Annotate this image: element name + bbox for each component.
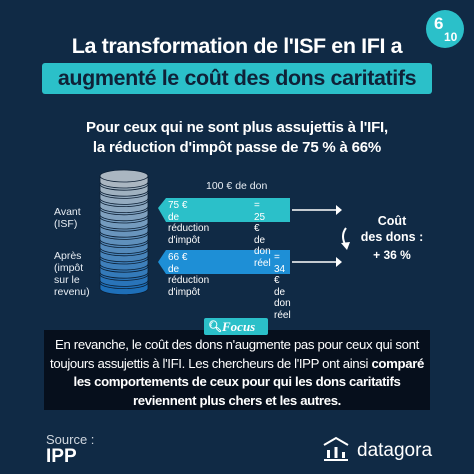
avant-label-2: (ISF) [54, 218, 78, 230]
cost-increase: + 36 % [373, 248, 411, 262]
magnifier-icon: 🔍︎ [208, 320, 222, 333]
subtitle: Pour ceux qui ne sont plus assujettis à … [0, 118, 474, 158]
cost-label-2: des dons : [360, 230, 424, 244]
apres-label-4: revenu) [54, 286, 90, 298]
title-line-1: La transformation de l'ISF en IFI a [71, 34, 403, 58]
subtitle-line-2: la réduction d'impôt passe de 75 % à 66% [92, 139, 382, 156]
coin-stack [99, 169, 149, 295]
avant-reel-text: de don réel [254, 234, 271, 269]
focus-box: En revanche, le coût des dons n'augmente… [44, 330, 430, 410]
brand-name: datagora [357, 440, 433, 461]
arrow-avant-head [336, 205, 342, 215]
avant-reduction-amount: 75 € [168, 200, 188, 211]
apres-label-2: (impôt [54, 262, 84, 274]
apres-reel-amount: = 34 € [274, 252, 286, 286]
page-number: 6 [434, 14, 444, 33]
apres-reduction-text: de réduction d'impôt [168, 263, 210, 298]
cost-label: Coût des dons : [352, 213, 432, 245]
avant-label-1: Avant [54, 206, 81, 218]
source-value: IPP [46, 446, 77, 467]
cost-bracket-head [341, 242, 350, 250]
page-number-badge: 6 10 [426, 10, 464, 48]
focus-text-bold: comparé les comportements de ceux pour q… [73, 355, 425, 408]
apres-label: Après (impôt sur le revenu) [54, 250, 90, 298]
apres-reduction-amount: 66 € [168, 252, 188, 263]
pill-avant [158, 198, 290, 222]
avant-reel-amount: = 25 € [254, 200, 266, 234]
apres-reel-text: de don réel [274, 286, 291, 321]
focus-text-plain: En revanche, le coût des dons n'augmente… [50, 337, 419, 371]
apres-reduction: 66 € de réduction d'impôt [168, 252, 209, 298]
apres-reel: = 34 € de don réel [274, 252, 291, 321]
source-label: Source : [46, 432, 95, 447]
subtitle-line-1: Pour ceux qui ne sont plus assujettis à … [86, 119, 388, 136]
avant-label: Avant (ISF) [54, 206, 81, 230]
apres-label-3: sur le [54, 274, 80, 286]
avant-reduction: 75 € de réduction d'impôt [168, 200, 209, 246]
focus-tag-label: Focus [222, 319, 256, 334]
cost-label-1: Coût [377, 214, 407, 228]
focus-tag: 🔍︎ Focus [204, 318, 268, 335]
datagora-logo-icon [323, 436, 349, 461]
apres-label-1: Après [54, 250, 82, 262]
page-total: 10 [444, 30, 458, 44]
title-line-2-highlight: augmenté le coût des dons caritatifs [42, 63, 432, 94]
avant-reel: = 25 € de don réel [254, 200, 271, 269]
arrow-apres-head [336, 257, 342, 267]
coin-top [99, 169, 149, 183]
don-label: 100 € de don [206, 180, 268, 192]
avant-reduction-text: de réduction d'impôt [168, 211, 210, 246]
pill-apres [158, 250, 290, 274]
